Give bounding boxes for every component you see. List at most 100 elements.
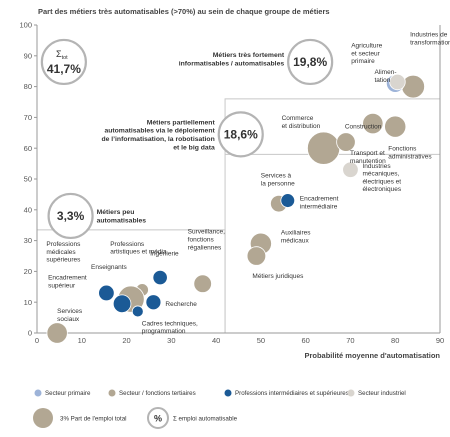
legend-label: Secteur / fonctions tertiaires bbox=[119, 390, 196, 397]
group-label-line: Métiers très fortement bbox=[213, 52, 285, 59]
bubble-label-line: supérieures bbox=[46, 257, 81, 264]
bubble-label: Encadrement supérieur bbox=[48, 275, 87, 290]
bubble-label-line: supérieur bbox=[48, 283, 76, 290]
bubble-label: Professions artistiques et média bbox=[110, 241, 167, 256]
x-tick-label: 10 bbox=[78, 336, 86, 345]
bubble-label-line: Encadrement bbox=[48, 275, 87, 282]
group-ring bbox=[287, 38, 334, 86]
x-tick-label: 30 bbox=[167, 336, 175, 345]
group-label: Métiers peu automatisables bbox=[97, 209, 147, 224]
group-label: Métiers très fortement informatisables / … bbox=[179, 52, 285, 67]
y-tick-label: 100 bbox=[19, 21, 32, 30]
group-value: 41,7% bbox=[47, 62, 81, 76]
bubble-label-line: Professions bbox=[110, 241, 145, 248]
sum-symbol: Σ bbox=[56, 49, 62, 59]
group-value: 3,3% bbox=[57, 209, 85, 223]
bubble bbox=[280, 193, 296, 208]
bubble-label-line: Recherche bbox=[165, 301, 197, 308]
bubble-label-line: Métiers juridiques bbox=[252, 273, 304, 280]
legend-sum-symbol: % bbox=[154, 414, 162, 424]
bubble bbox=[46, 322, 68, 344]
legend-size-label: 3% Part de l'emploi total bbox=[60, 416, 127, 423]
group-value: 19,8% bbox=[293, 55, 327, 69]
bubble-label-line: manutention bbox=[350, 158, 386, 165]
x-tick-label: 60 bbox=[301, 336, 309, 345]
bubble-label: Métiers juridiques bbox=[252, 273, 304, 280]
group-value: 18,6% bbox=[224, 127, 258, 141]
bubble-label-line: Construction bbox=[345, 124, 382, 131]
bubble-label: Fonctions administratives bbox=[388, 146, 432, 161]
bubble-label-line: Industries bbox=[362, 163, 391, 170]
bubble-label-line: Encadrement bbox=[300, 196, 339, 203]
group-rings: 41,7% 19,8% 18,6% 3,3% Σtot Métiers très fort… bbox=[40, 38, 334, 240]
bubble-label: Cadres techniques, programmation bbox=[142, 320, 198, 335]
bubble-label-line: fonctions bbox=[188, 237, 215, 244]
bubble-label-line: Industries de bbox=[410, 32, 448, 39]
y-tick-label: 20 bbox=[24, 267, 32, 276]
legend-swatch bbox=[347, 389, 355, 397]
bubble bbox=[145, 294, 162, 311]
legend-swatch bbox=[224, 389, 232, 397]
x-tick-label: 0 bbox=[35, 336, 39, 345]
x-tick-label: 80 bbox=[391, 336, 399, 345]
bubble-label-line: Services à bbox=[261, 173, 292, 180]
bubble-label-line: Ingénierie bbox=[150, 251, 179, 258]
legend-swatch bbox=[34, 389, 42, 397]
bubble bbox=[246, 246, 267, 266]
bubble-label-line: électroniques bbox=[362, 186, 401, 193]
bubble bbox=[384, 115, 407, 138]
y-tick-label: 0 bbox=[28, 329, 32, 338]
x-tick-label: 20 bbox=[122, 336, 130, 345]
axes: 0 10 20 30 40 50 60 70 80 90 0 10 20 30 40 50 60 70 80 90 10… bbox=[19, 21, 444, 345]
bubble bbox=[336, 132, 356, 152]
bubble bbox=[98, 284, 115, 302]
bubble-label: Enseignants bbox=[91, 264, 128, 271]
bubble-label: Ingénierie bbox=[150, 251, 179, 258]
y-tick-label: 10 bbox=[24, 298, 32, 307]
x-tick-label: 90 bbox=[436, 336, 444, 345]
y-tick-label: 70 bbox=[24, 113, 32, 122]
bubble-label-line: Cadres techniques, bbox=[142, 320, 198, 327]
x-tick-label: 70 bbox=[346, 336, 354, 345]
bubble-label: Agriculture et secteur primaire bbox=[351, 43, 382, 66]
group-label: Métiers partiellement automatisables via … bbox=[101, 119, 215, 151]
bubble-label: Recherche bbox=[165, 301, 197, 308]
y-tick-label: 50 bbox=[24, 175, 32, 184]
group-label-line: informatisables / automatisables bbox=[179, 60, 285, 67]
bubble-label-line: et distribution bbox=[282, 123, 321, 130]
bubble-label: Surveillance, fonctions régaliennes bbox=[188, 229, 225, 252]
bubble bbox=[193, 274, 212, 293]
bubble-label: Transport et manutention bbox=[350, 150, 386, 165]
bubble-label-line: primaire bbox=[351, 58, 375, 65]
bubble bbox=[112, 294, 132, 313]
bubble-label-line: sociaux bbox=[57, 316, 80, 323]
sum-total-label: Σtot bbox=[56, 49, 68, 61]
group-ring bbox=[40, 38, 87, 86]
bubble bbox=[131, 305, 144, 318]
group-label-line: et le big data bbox=[173, 145, 215, 152]
bubble-label-line: mécaniques, bbox=[362, 171, 399, 178]
bubble-label-line: Alimen- bbox=[374, 69, 396, 76]
bubble bbox=[152, 269, 168, 286]
bubble-label-line: la personne bbox=[261, 180, 295, 187]
group-label-line: Métiers partiellement bbox=[147, 119, 216, 126]
y-tick-label: 80 bbox=[24, 82, 32, 91]
legend-sum-ring bbox=[147, 407, 169, 429]
bubble-label-line: artistiques et média bbox=[110, 249, 167, 256]
legend-swatch bbox=[108, 389, 116, 397]
bubble-label-line: Services bbox=[57, 308, 83, 315]
bubble-label-line: Surveillance, bbox=[188, 229, 225, 236]
bubble-label-line: médicaux bbox=[281, 237, 310, 244]
bubble-label: Alimen-tation bbox=[374, 69, 396, 84]
bubble bbox=[342, 161, 359, 178]
legend-label: Secteur primaire bbox=[45, 390, 91, 397]
legend-sum-label: Σ emploi automatisable bbox=[173, 416, 238, 423]
bubble-label: Construction bbox=[345, 124, 382, 131]
group-label-line: de l’informatisation, la robotisation bbox=[101, 136, 214, 143]
y-tick-label: 90 bbox=[24, 51, 32, 60]
group-ring bbox=[217, 111, 264, 158]
chart-title: Part des métiers très automatisables (>7… bbox=[38, 7, 330, 16]
bubble-label: Auxiliaires médicaux bbox=[281, 230, 311, 245]
bubble-label-line: électriques et bbox=[362, 178, 401, 185]
